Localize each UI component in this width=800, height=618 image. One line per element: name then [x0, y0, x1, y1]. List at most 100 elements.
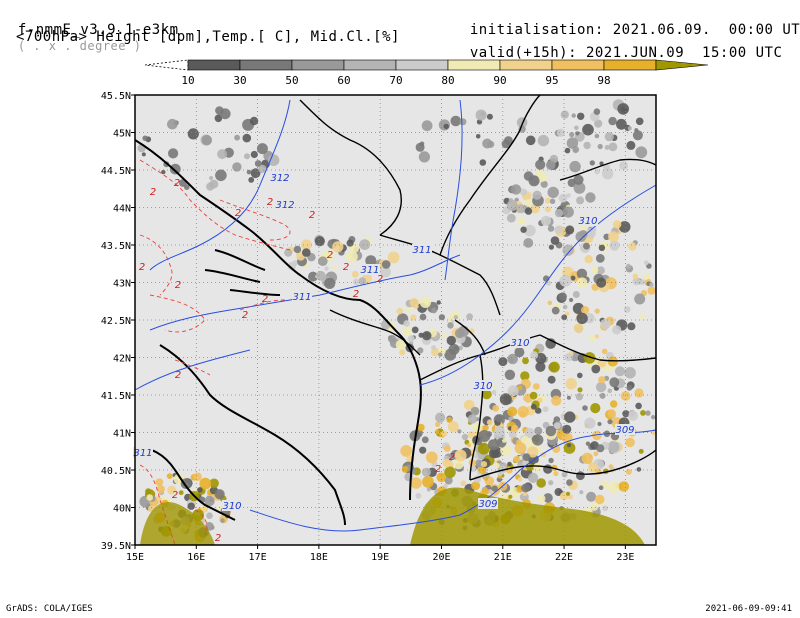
cloud-cell: [537, 494, 546, 503]
height-contour-label: 311: [360, 265, 379, 276]
cloud-cell: [622, 410, 630, 418]
cloud-cell: [494, 462, 500, 469]
cloud-cell: [594, 119, 603, 128]
cloud-cell: [425, 451, 438, 464]
cloud-cell: [187, 128, 199, 140]
cloud-cell: [558, 292, 567, 301]
cloud-cell: [574, 125, 579, 131]
cloud-cell: [495, 414, 503, 423]
valid-line: valid(+15h): 2021.JUN.09 15:00 UTC: [452, 29, 782, 61]
cloud-cell: [353, 278, 360, 285]
cloud-cell: [421, 120, 433, 132]
cloud-cell: [204, 495, 215, 507]
colorbar-tick-label: 70: [389, 74, 402, 87]
cloud-cell: [400, 445, 413, 457]
cloud-cell: [521, 483, 531, 493]
cloud-cell: [618, 481, 630, 492]
cloud-cell: [232, 162, 242, 172]
cloud-cell: [642, 273, 650, 280]
cloud-cell: [579, 230, 588, 239]
cloud-cell: [535, 361, 546, 372]
cloud-cell: [419, 313, 427, 321]
cloud-cell: [566, 193, 571, 198]
cloud-cell: [197, 487, 203, 493]
cloud-cell: [639, 313, 646, 320]
height-contour-label: 310: [473, 381, 492, 392]
cloud-cell: [624, 367, 636, 379]
cloud-cell: [608, 464, 614, 469]
lon-label: 22E: [555, 552, 573, 563]
cloud-cell: [351, 270, 359, 278]
cloud-cell: [600, 318, 611, 330]
cloud-cell: [417, 347, 424, 354]
cloud-cell: [562, 304, 568, 310]
cloud-cell: [508, 494, 513, 499]
cloud-cell: [546, 160, 556, 170]
cloud-cell: [522, 491, 528, 497]
cloud-cell: [540, 180, 548, 188]
init-line: initialisation: 2021.06.09. 00:00 UTC: [452, 6, 800, 38]
cloud-cell: [419, 296, 431, 308]
cloud-cell: [447, 322, 454, 329]
cloud-cell: [516, 204, 526, 214]
cloud-cell: [421, 467, 431, 477]
cloud-cell: [638, 448, 644, 454]
cloud-cell: [588, 462, 594, 468]
cloud-cell: [562, 244, 574, 256]
cloud-cell: [562, 206, 574, 218]
cloud-cell: [594, 133, 600, 139]
temperature-label: 2: [343, 262, 349, 273]
cloud-cell: [554, 225, 563, 234]
cloud-cell: [598, 485, 604, 491]
cloud-cell: [501, 438, 507, 443]
cloud-cell: [596, 277, 607, 288]
colorbar-bin: [395, 59, 449, 71]
fields-title: <700hPa> Height [dpm],Temp.[ C], Mid.Cl.…: [16, 29, 400, 45]
cloud-cell: [481, 389, 492, 400]
cloud-cell: [358, 277, 367, 285]
cloud-cell: [535, 159, 546, 170]
temperature-label: 2: [377, 274, 383, 285]
init-label: initialisation:: [469, 22, 604, 38]
cloud-cell: [258, 164, 267, 174]
cloud-cell: [635, 402, 642, 410]
cloud-cell: [453, 459, 464, 470]
cloud-cell: [214, 489, 225, 500]
cloud-cell: [446, 317, 453, 323]
cloud-cell: [413, 304, 419, 309]
cloud-cell: [583, 141, 591, 150]
cloud-cell: [627, 322, 636, 331]
cloud-cell: [517, 406, 529, 418]
height-label-bg: [510, 337, 530, 348]
cloud-cell: [581, 306, 590, 315]
cloud-cell: [402, 326, 412, 336]
cloud-cell: [248, 177, 255, 183]
cloud-cell: [585, 441, 591, 446]
cloud-cell: [301, 239, 312, 251]
cloud-cell: [421, 436, 429, 444]
cloud-cell: [595, 381, 607, 393]
cloud-cell: [528, 175, 540, 187]
cloud-cell: [562, 424, 572, 434]
cloud-cell: [244, 153, 250, 160]
cloud-cell: [618, 221, 631, 233]
cloud-cell: [417, 423, 425, 432]
cloud-cell: [511, 424, 519, 433]
lon-label: 20E: [432, 552, 450, 563]
cloud-cell: [517, 216, 526, 225]
cloud-cell: [246, 169, 252, 175]
cloud-cell: [576, 312, 588, 325]
cloud-cell: [443, 445, 451, 452]
cloud-cell: [220, 518, 225, 523]
cloud-cell: [547, 225, 555, 232]
cloud-cell: [215, 106, 224, 115]
cloud-cell: [426, 487, 431, 492]
cloud-cell: [602, 505, 609, 512]
cloud-cell: [601, 348, 608, 355]
cloud-cell: [607, 481, 620, 493]
cloud-cell: [547, 186, 559, 199]
lat-lon-grid: [135, 95, 656, 545]
cloud-cell: [491, 485, 498, 492]
cloud-cell: [141, 152, 146, 157]
cloud-cell: [209, 176, 214, 180]
